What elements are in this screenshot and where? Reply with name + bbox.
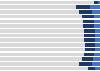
Bar: [98, 1, 100, 4]
Bar: [76, 5, 90, 9]
Bar: [0, 10, 79, 14]
Bar: [95, 67, 100, 70]
Bar: [88, 67, 95, 70]
Bar: [93, 57, 100, 61]
Bar: [92, 10, 100, 14]
Bar: [0, 15, 82, 18]
Bar: [84, 29, 95, 33]
Bar: [95, 34, 100, 37]
Bar: [82, 15, 94, 18]
Bar: [92, 62, 100, 66]
Bar: [0, 29, 84, 33]
Bar: [0, 48, 85, 51]
Bar: [79, 10, 92, 14]
Bar: [0, 38, 84, 42]
Bar: [0, 1, 94, 4]
Bar: [84, 34, 95, 37]
Bar: [79, 62, 92, 66]
Bar: [84, 38, 95, 42]
Bar: [95, 38, 100, 42]
Bar: [0, 62, 79, 66]
Bar: [95, 48, 100, 51]
Bar: [0, 67, 88, 70]
Bar: [95, 43, 100, 47]
Bar: [0, 43, 85, 47]
Bar: [94, 24, 100, 28]
Bar: [85, 48, 95, 51]
Bar: [0, 53, 84, 56]
Bar: [0, 57, 82, 61]
Bar: [83, 24, 94, 28]
Bar: [0, 34, 84, 37]
Bar: [94, 15, 100, 18]
Bar: [94, 1, 98, 4]
Bar: [0, 24, 83, 28]
Bar: [0, 5, 76, 9]
Bar: [94, 20, 100, 23]
Bar: [0, 20, 83, 23]
Bar: [82, 57, 93, 61]
Bar: [83, 20, 94, 23]
Bar: [95, 29, 100, 33]
Bar: [94, 53, 100, 56]
Bar: [85, 43, 95, 47]
Bar: [90, 5, 100, 9]
Bar: [84, 53, 94, 56]
